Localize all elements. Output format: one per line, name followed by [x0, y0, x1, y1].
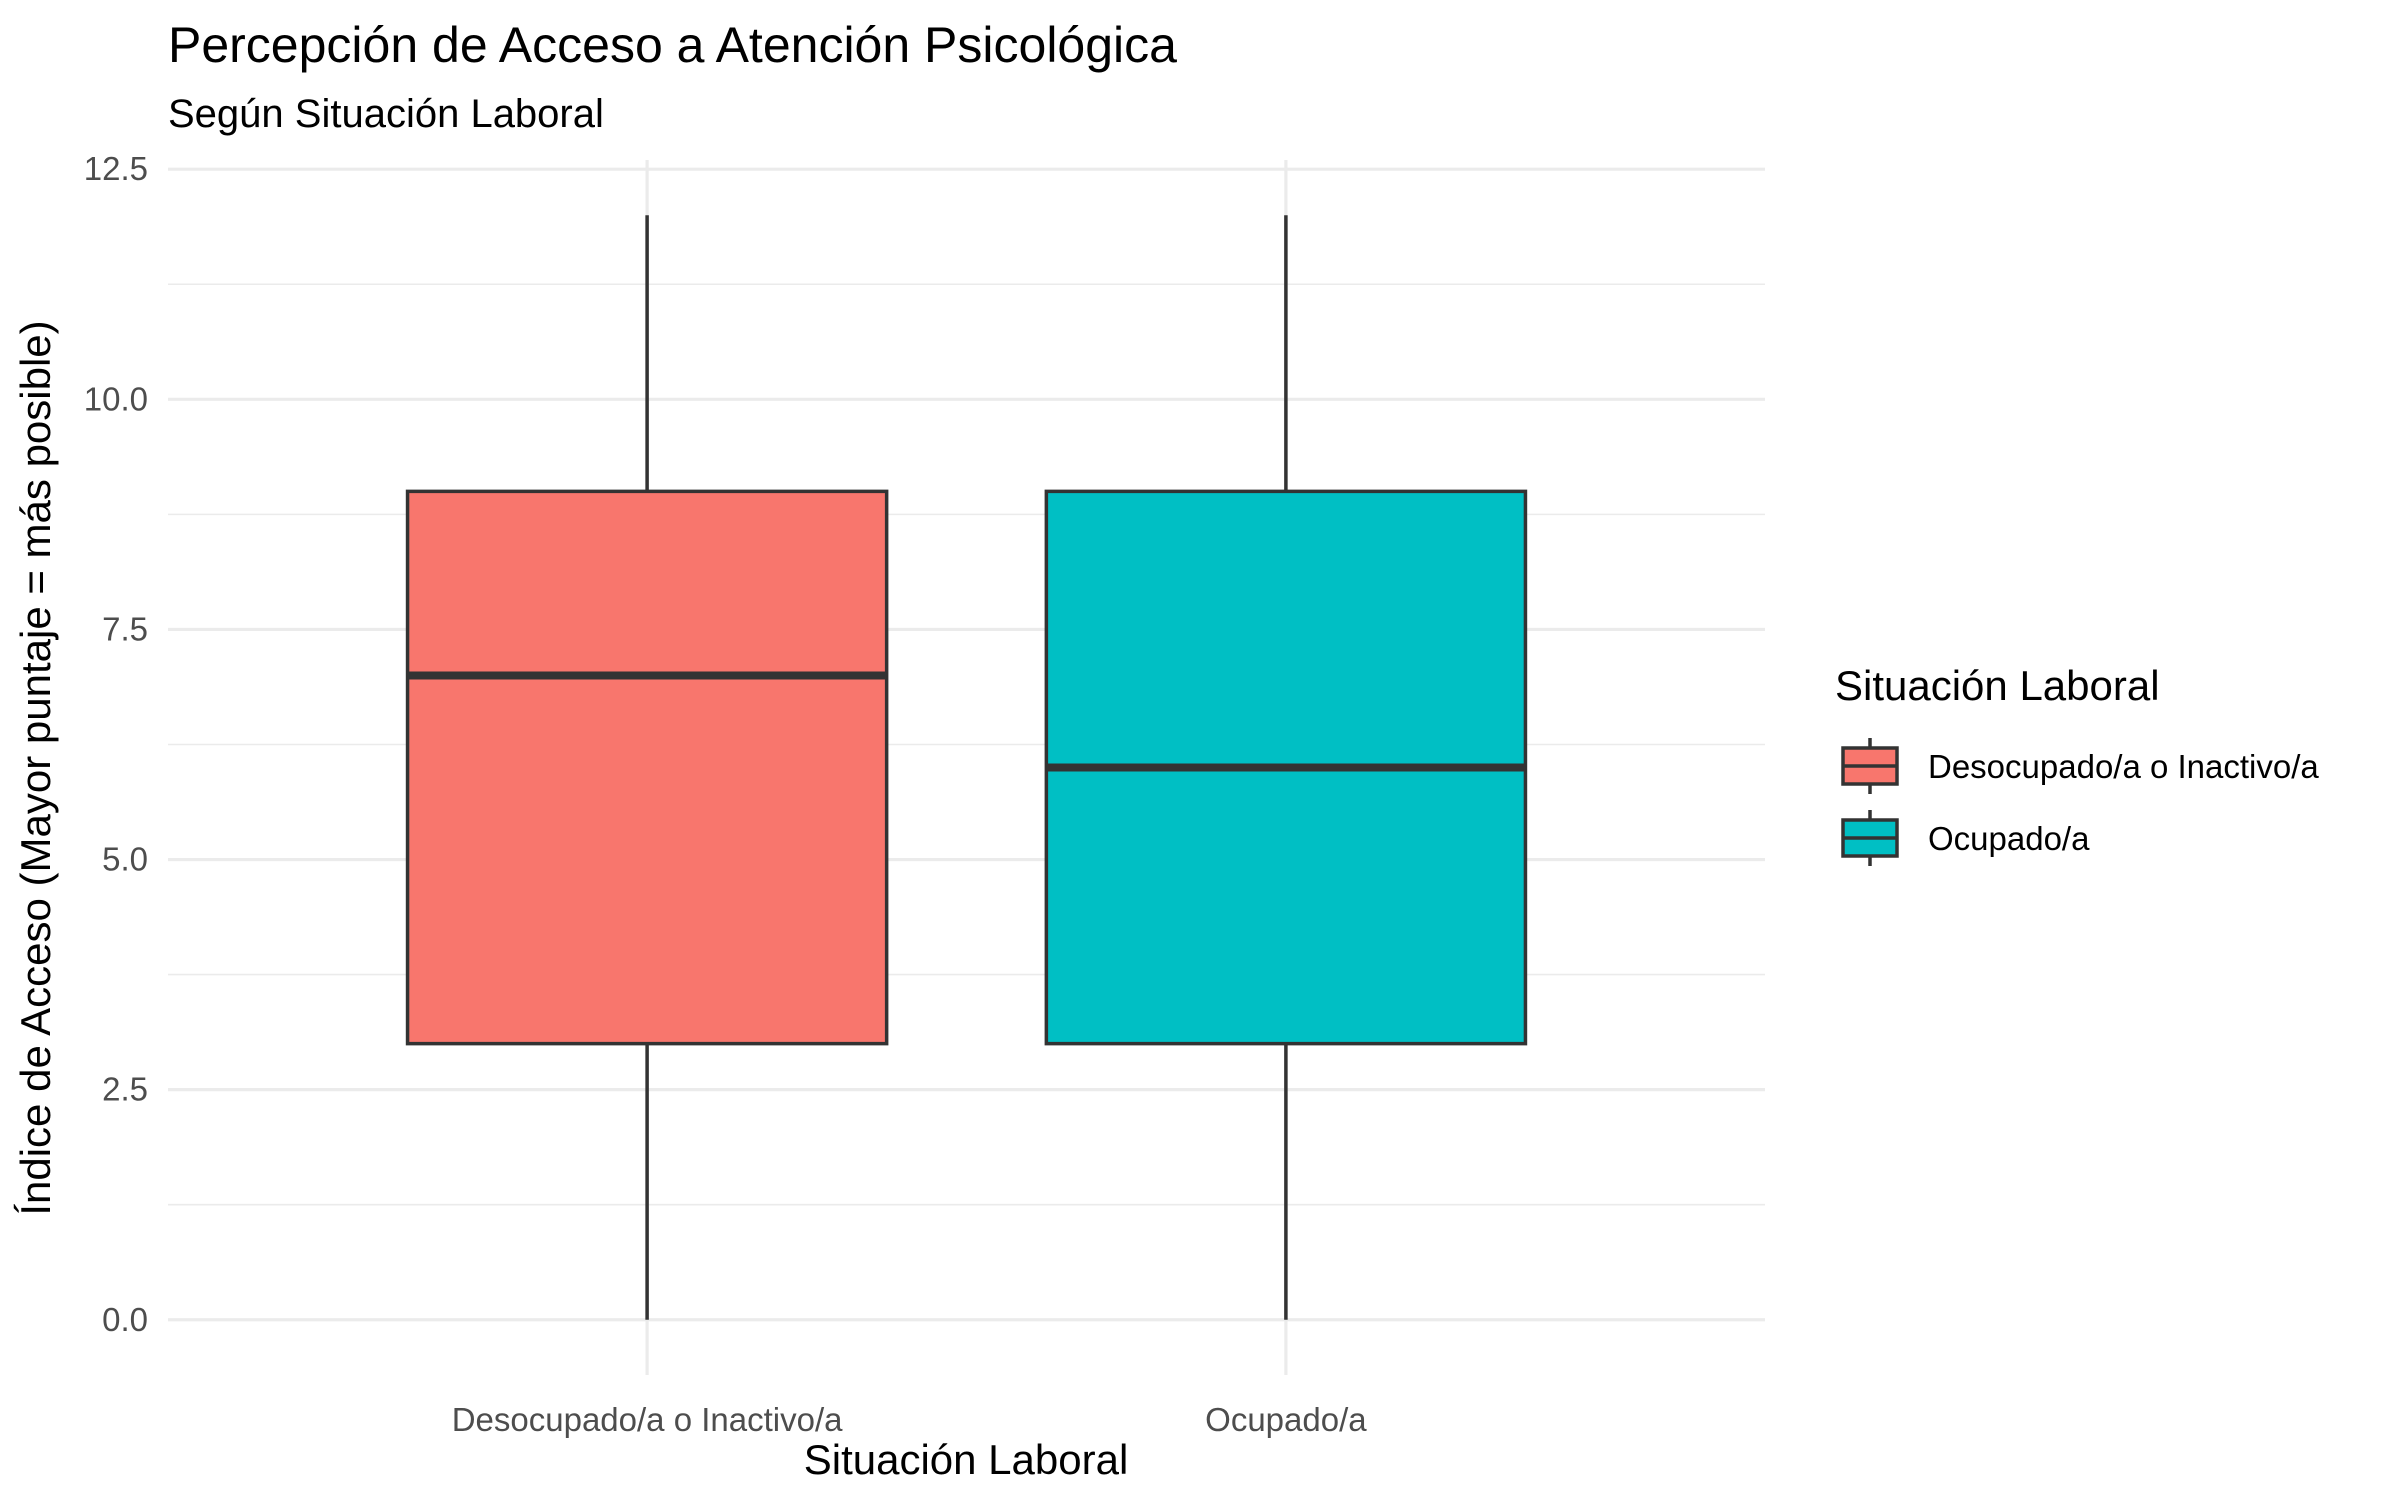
legend: Situación Laboral Desocupado/a o Inactiv… [1835, 662, 2319, 866]
chart-subtitle: Según Situación Laboral [168, 92, 604, 136]
y-tick-label: 0.0 [102, 1301, 148, 1338]
y-axis-ticks: 0.0 2.5 5.0 7.5 10.0 12.5 [84, 150, 148, 1338]
legend-label: Ocupado/a [1928, 820, 2090, 857]
legend-entry: Desocupado/a o Inactivo/a [1841, 738, 2319, 794]
y-tick-label: 7.5 [102, 610, 148, 647]
y-tick-label: 5.0 [102, 841, 148, 878]
box-iqr [405, 489, 889, 1046]
x-tick-label: Desocupado/a o Inactivo/a [452, 1401, 843, 1438]
box-group [1044, 215, 1528, 1320]
y-axis-title: Índice de Acceso (Mayor puntaje = más po… [12, 320, 59, 1215]
x-axis-title: Situación Laboral [804, 1436, 1129, 1483]
x-axis-ticks: Desocupado/a o Inactivo/a Ocupado/a [452, 1401, 1368, 1438]
y-tick-label: 2.5 [102, 1071, 148, 1108]
y-tick-label: 12.5 [84, 150, 148, 187]
y-tick-label: 10.0 [84, 380, 148, 417]
x-tick-label: Ocupado/a [1205, 1401, 1367, 1438]
legend-title: Situación Laboral [1835, 662, 2160, 709]
box-group [405, 215, 889, 1320]
chart-title: Percepción de Acceso a Atención Psicológ… [168, 17, 1177, 73]
legend-entry: Ocupado/a [1841, 810, 2090, 866]
legend-label: Desocupado/a o Inactivo/a [1928, 748, 2319, 785]
boxes [405, 215, 1528, 1320]
